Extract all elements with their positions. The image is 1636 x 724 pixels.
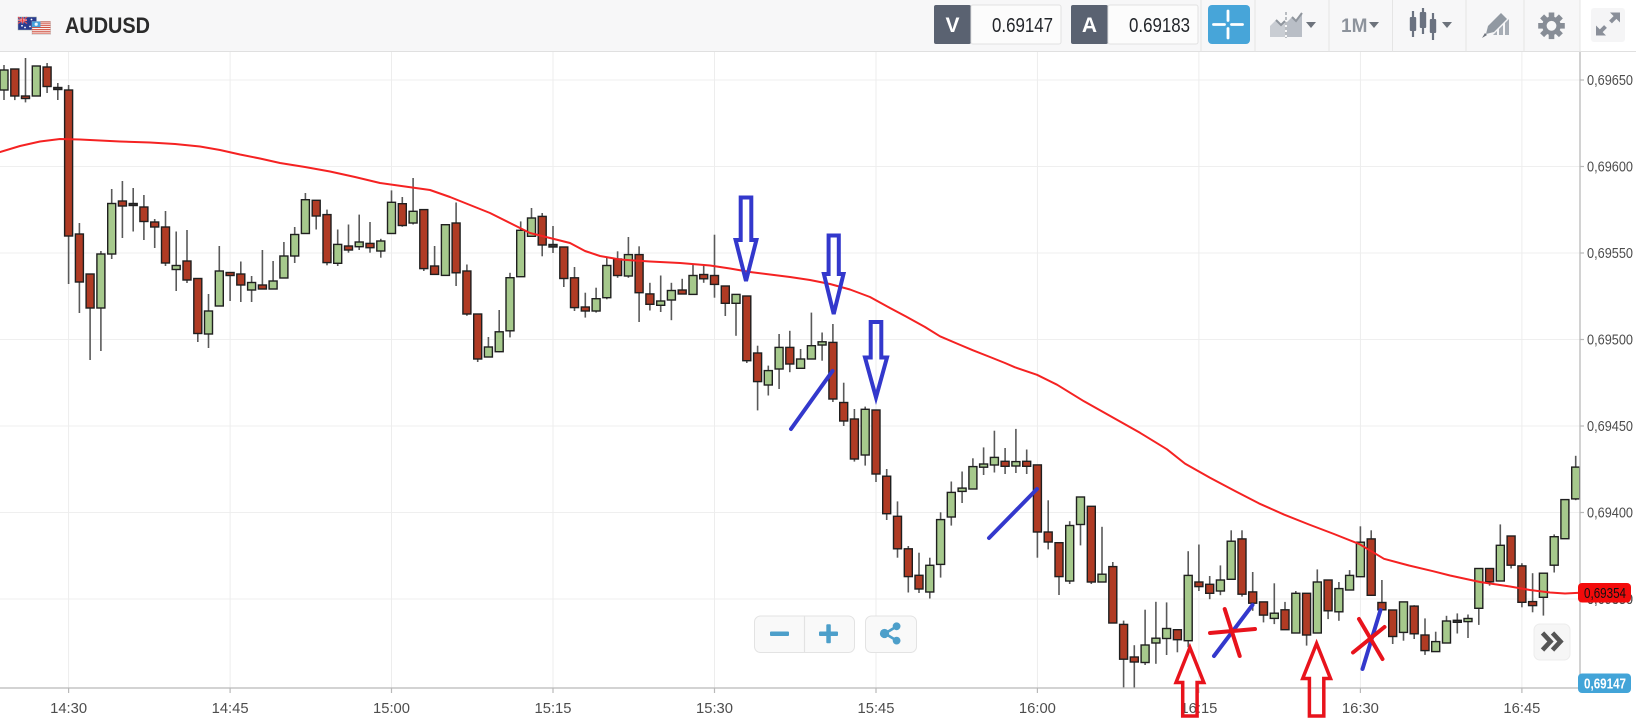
svg-text:0,69147: 0,69147 bbox=[1584, 677, 1626, 693]
svg-text:0.69147: 0.69147 bbox=[992, 15, 1053, 37]
svg-text:14:30: 14:30 bbox=[50, 701, 87, 717]
svg-text:14:45: 14:45 bbox=[212, 701, 249, 717]
svg-text:0,69500: 0,69500 bbox=[1587, 333, 1633, 349]
svg-text:16:15: 16:15 bbox=[1180, 701, 1217, 717]
svg-text:0,69600: 0,69600 bbox=[1587, 160, 1633, 176]
svg-text:0,69354: 0,69354 bbox=[1584, 586, 1626, 602]
svg-text:0,69550: 0,69550 bbox=[1587, 246, 1633, 262]
svg-text:15:00: 15:00 bbox=[373, 701, 410, 717]
svg-text:V: V bbox=[945, 14, 959, 37]
svg-text:A: A bbox=[1082, 14, 1097, 37]
svg-text:16:45: 16:45 bbox=[1503, 701, 1540, 717]
svg-text:0,69650: 0,69650 bbox=[1587, 73, 1633, 89]
svg-text:15:30: 15:30 bbox=[696, 701, 733, 717]
svg-text:1M: 1M bbox=[1341, 16, 1367, 37]
svg-text:16:00: 16:00 bbox=[1019, 701, 1056, 717]
svg-text:0,69450: 0,69450 bbox=[1587, 419, 1633, 435]
svg-text:15:15: 15:15 bbox=[535, 701, 572, 717]
svg-text:AUDUSD: AUDUSD bbox=[65, 13, 150, 38]
svg-text:0.69183: 0.69183 bbox=[1129, 15, 1190, 37]
svg-text:15:45: 15:45 bbox=[858, 701, 895, 717]
svg-text:0,69400: 0,69400 bbox=[1587, 506, 1633, 522]
svg-text:16:30: 16:30 bbox=[1342, 701, 1379, 717]
